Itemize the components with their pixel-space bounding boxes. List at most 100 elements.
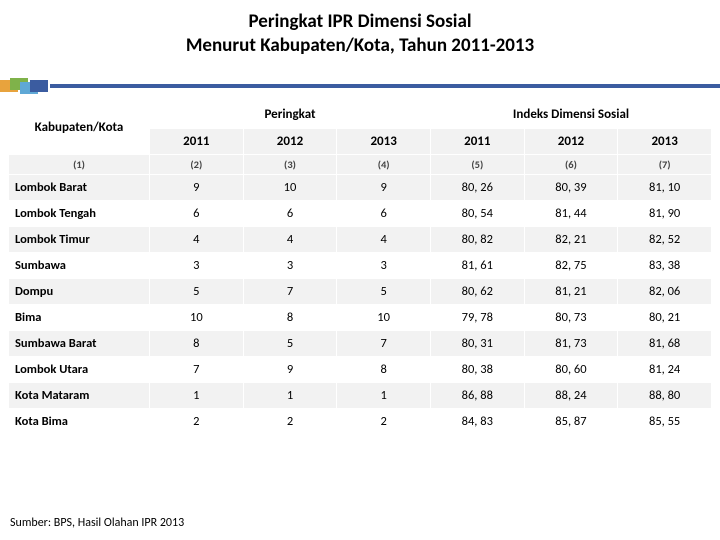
table-row: Lombok Tengah66680, 5481, 4481, 90	[9, 200, 712, 226]
row-label: Sumbawa Barat	[9, 330, 150, 356]
cell: 88, 24	[524, 382, 618, 408]
header-region: Kabupaten/Kota	[9, 100, 150, 154]
title-line-2: Menurut Kabupaten/Kota, Tahun 2011-2013	[186, 34, 534, 57]
header-year: 2012	[243, 128, 337, 154]
cell: 10	[150, 304, 244, 330]
row-label: Lombok Utara	[9, 356, 150, 382]
cell: 1	[243, 382, 337, 408]
cell: 84, 83	[430, 408, 524, 434]
cell: 8	[243, 304, 337, 330]
header-year: 2011	[430, 128, 524, 154]
cell: 86, 88	[430, 382, 524, 408]
row-label: Bima	[9, 304, 150, 330]
header-year: 2012	[524, 128, 618, 154]
cell: 80, 82	[430, 226, 524, 252]
cell: 9	[243, 356, 337, 382]
cell: 82, 75	[524, 252, 618, 278]
cell: 81, 73	[524, 330, 618, 356]
cell: 6	[243, 200, 337, 226]
cell: 8	[150, 330, 244, 356]
row-label: Lombok Tengah	[9, 200, 150, 226]
cell: 4	[150, 226, 244, 252]
decorative-bar	[0, 78, 720, 98]
cell: 81, 10	[618, 174, 712, 200]
header-colnum: (2)	[150, 154, 244, 174]
cell: 3	[150, 252, 244, 278]
row-label: Dompu	[9, 278, 150, 304]
block-blue	[30, 80, 48, 92]
cell: 4	[337, 226, 431, 252]
slide-title: Peringkat IPR Dimensi Sosial Menurut Kab…	[0, 0, 720, 62]
cell: 83, 38	[618, 252, 712, 278]
cell: 2	[150, 408, 244, 434]
cell: 9	[337, 174, 431, 200]
table-body: Lombok Barat910980, 2680, 3981, 10Lombok…	[9, 174, 712, 434]
header-colnum: (7)	[618, 154, 712, 174]
cell: 7	[150, 356, 244, 382]
table-row: Kota Bima22284, 8385, 8785, 55	[9, 408, 712, 434]
cell: 6	[337, 200, 431, 226]
cell: 82, 52	[618, 226, 712, 252]
cell: 1	[150, 382, 244, 408]
cell: 85, 87	[524, 408, 618, 434]
row-label: Lombok Timur	[9, 226, 150, 252]
header-group-rank: Peringkat	[150, 100, 431, 128]
cell: 80, 31	[430, 330, 524, 356]
cell: 4	[243, 226, 337, 252]
cell: 5	[150, 278, 244, 304]
cell: 85, 55	[618, 408, 712, 434]
row-label: Kota Bima	[9, 408, 150, 434]
title-line-1: Peringkat IPR Dimensi Sosial	[248, 10, 471, 33]
cell: 7	[337, 330, 431, 356]
cell: 80, 62	[430, 278, 524, 304]
table-row: Lombok Timur44480, 8282, 2182, 52	[9, 226, 712, 252]
cell: 79, 78	[430, 304, 524, 330]
cell: 81, 68	[618, 330, 712, 356]
header-colnum: (5)	[430, 154, 524, 174]
cell: 3	[243, 252, 337, 278]
cell: 88, 80	[618, 382, 712, 408]
row-label: Kota Mataram	[9, 382, 150, 408]
horizontal-rule	[50, 84, 720, 88]
cell: 80, 60	[524, 356, 618, 382]
cell: 80, 54	[430, 200, 524, 226]
cell: 81, 44	[524, 200, 618, 226]
cell: 2	[243, 408, 337, 434]
table-row: Sumbawa Barat85780, 3181, 7381, 68	[9, 330, 712, 356]
cell: 82, 21	[524, 226, 618, 252]
header-year: 2013	[618, 128, 712, 154]
cell: 8	[337, 356, 431, 382]
color-blocks	[0, 78, 50, 98]
cell: 81, 90	[618, 200, 712, 226]
header-colnum: (6)	[524, 154, 618, 174]
header-group-index: Indeks Dimensi Sosial	[430, 100, 711, 128]
cell: 2	[337, 408, 431, 434]
header-colnum: (1)	[9, 154, 150, 174]
cell: 1	[337, 382, 431, 408]
table-row: Dompu57580, 6281, 2182, 06	[9, 278, 712, 304]
table-row: Bima1081079, 7880, 7380, 21	[9, 304, 712, 330]
cell: 81, 61	[430, 252, 524, 278]
source-text: Sumber: BPS, Hasil Olahan IPR 2013	[10, 516, 184, 530]
header-year: 2011	[150, 128, 244, 154]
cell: 80, 26	[430, 174, 524, 200]
row-label: Lombok Barat	[9, 174, 150, 200]
header-colnum: (3)	[243, 154, 337, 174]
row-label: Sumbawa	[9, 252, 150, 278]
cell: 80, 39	[524, 174, 618, 200]
table-row: Lombok Utara79880, 3880, 6081, 24	[9, 356, 712, 382]
cell: 6	[150, 200, 244, 226]
table-row: Sumbawa33381, 6182, 7583, 38	[9, 252, 712, 278]
cell: 81, 21	[524, 278, 618, 304]
header-colnum: (4)	[337, 154, 431, 174]
cell: 5	[243, 330, 337, 356]
cell: 81, 24	[618, 356, 712, 382]
cell: 5	[337, 278, 431, 304]
cell: 80, 21	[618, 304, 712, 330]
data-table: Kabupaten/Kota Peringkat Indeks Dimensi …	[8, 100, 712, 435]
cell: 10	[337, 304, 431, 330]
table-row: Lombok Barat910980, 2680, 3981, 10	[9, 174, 712, 200]
table-row: Kota Mataram11186, 8888, 2488, 80	[9, 382, 712, 408]
cell: 80, 38	[430, 356, 524, 382]
cell: 80, 73	[524, 304, 618, 330]
